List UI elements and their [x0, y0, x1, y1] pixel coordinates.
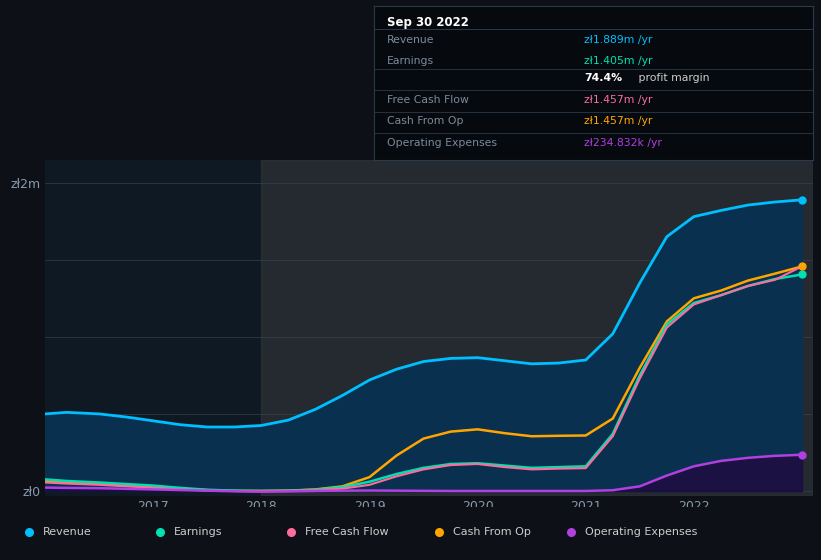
Text: Operating Expenses: Operating Expenses: [387, 138, 497, 148]
Text: Earnings: Earnings: [174, 528, 222, 538]
Text: zł1.405m /yr: zł1.405m /yr: [585, 57, 653, 67]
Text: Free Cash Flow: Free Cash Flow: [305, 528, 389, 538]
Text: Earnings: Earnings: [387, 57, 433, 67]
Text: Sep 30 2022: Sep 30 2022: [387, 16, 469, 29]
Text: zł234.832k /yr: zł234.832k /yr: [585, 138, 663, 148]
Text: zł1.457m /yr: zł1.457m /yr: [585, 116, 653, 127]
Text: Operating Expenses: Operating Expenses: [585, 528, 697, 538]
Text: zł1.457m /yr: zł1.457m /yr: [585, 95, 653, 105]
Text: zł1.889m /yr: zł1.889m /yr: [585, 35, 653, 45]
Text: Revenue: Revenue: [43, 528, 91, 538]
Bar: [261, 160, 813, 496]
Text: Revenue: Revenue: [387, 35, 434, 45]
Text: profit margin: profit margin: [635, 73, 709, 83]
Text: Free Cash Flow: Free Cash Flow: [387, 95, 469, 105]
Text: Cash From Op: Cash From Op: [453, 528, 531, 538]
Text: 74.4%: 74.4%: [585, 73, 622, 83]
Text: Cash From Op: Cash From Op: [387, 116, 463, 127]
